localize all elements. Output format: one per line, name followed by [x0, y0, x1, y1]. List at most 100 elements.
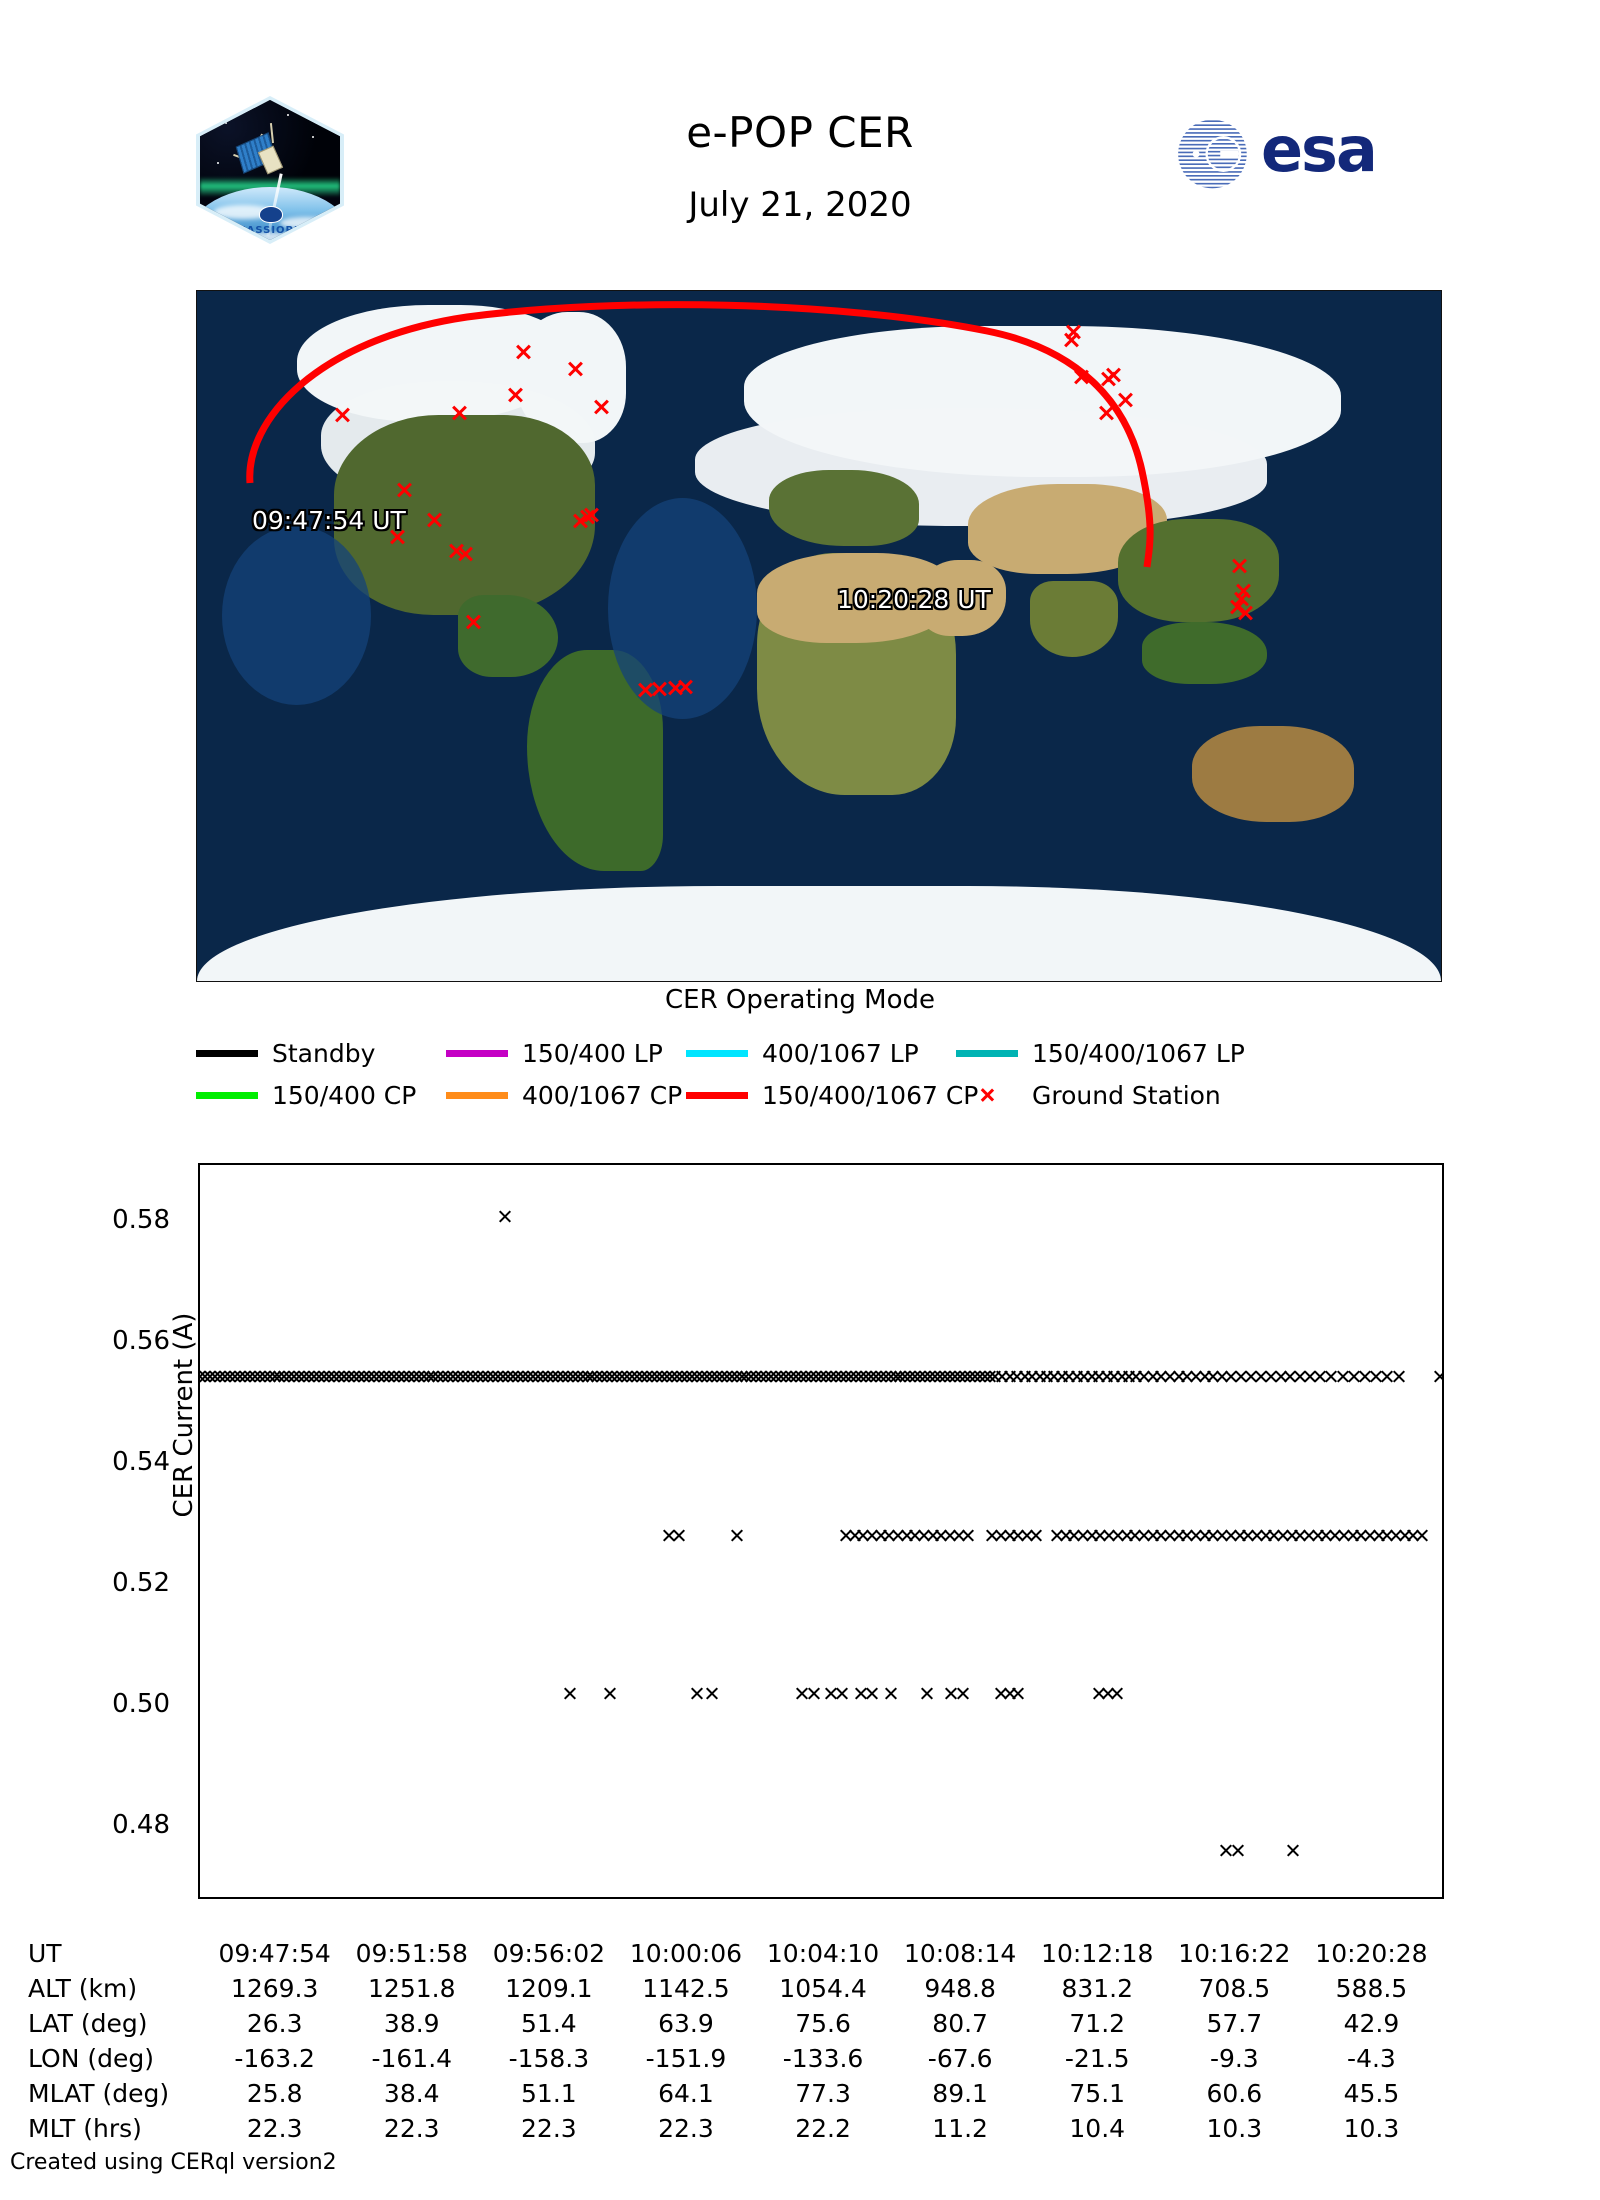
y-axis-minor-tick: [198, 1766, 200, 1768]
ground-station-marker: [1097, 404, 1115, 422]
x-axis-minor-tick: [1053, 1897, 1055, 1899]
table-row: ALT (km) 1269.3 1251.8 1209.1 1142.5 1054.4 94…: [28, 1971, 1440, 2006]
legend-item-label: Standby: [272, 1038, 376, 1068]
map-land-northamerica: [333, 415, 596, 616]
y-axis-major-tick: [198, 1221, 200, 1223]
x-axis-major-tick: [975, 1897, 977, 1899]
data-point: [864, 1686, 879, 1701]
map-land-india: [1030, 580, 1118, 657]
table-cell: -21.5: [1064, 2044, 1130, 2073]
x-axis-minor-tick: [1363, 1897, 1365, 1899]
legend-item[interactable]: 400/1067 LP: [686, 1039, 919, 1068]
ground-station-marker: [1104, 366, 1122, 384]
table-cell: 10.4: [1069, 2114, 1126, 2143]
table-cell: 11.2: [932, 2114, 988, 2143]
table-cell: 22.3: [246, 2114, 303, 2143]
legend-item-label: 150/400/1067 LP: [1032, 1038, 1245, 1068]
world-map-panel[interactable]: 09:47:54 UT 10:20:28 UT: [196, 290, 1442, 982]
legend-item[interactable]: 400/1067 CP: [446, 1081, 682, 1110]
data-point: [1011, 1686, 1026, 1701]
legend-item[interactable]: Standby: [196, 1039, 375, 1068]
y-axis-minor-tick: [198, 1282, 200, 1284]
table-row-label: MLT (hrs): [28, 2114, 142, 2143]
legend-item-label: 150/400/1067 CP: [762, 1080, 979, 1110]
y-axis-minor-tick: [198, 1887, 200, 1889]
legend-x-marker-icon: [956, 1086, 1018, 1104]
mission-logo-caption: CASSIOPE: [238, 225, 302, 236]
ground-station-marker: [578, 508, 596, 526]
ground-station-marker: [1230, 557, 1248, 575]
table-cell: 51.4: [521, 2009, 577, 2038]
table-row-label: MLAT (deg): [28, 2079, 170, 2108]
table-cell: 77.3: [795, 2079, 851, 2108]
table-cell: -163.2: [234, 2044, 315, 2073]
map-end-time-label: 10:20:28 UT: [837, 585, 991, 614]
legend-item[interactable]: 150/400/1067 CP: [686, 1081, 978, 1110]
table-row: MLT (hrs) 22.3 22.3 22.3 22.3 22.2 11.2 10.4 10.…: [28, 2111, 1440, 2146]
data-point: [672, 1528, 687, 1543]
legend-color-swatch: [956, 1049, 1018, 1057]
legend-color-swatch: [196, 1049, 258, 1057]
legend-item[interactable]: 150/400/1067 LP: [956, 1039, 1245, 1068]
x-axis-major-tick: [1131, 1897, 1133, 1899]
y-axis-minor-tick: [198, 1524, 200, 1526]
table-cell: 09:47:54: [218, 1939, 331, 1968]
table-cell: -9.3: [1209, 2044, 1259, 2073]
legend-item[interactable]: 150/400 LP: [446, 1039, 663, 1068]
table-cell: 09:51:58: [355, 1939, 468, 1968]
table-cell: 22.3: [521, 2114, 577, 2143]
ground-station-marker: [1064, 323, 1082, 341]
table-cell: 588.5: [1335, 1974, 1408, 2003]
y-axis-major-tick: [198, 1584, 200, 1586]
ground-station-marker: [464, 613, 482, 631]
y-axis-tick-label: 0.56: [112, 1326, 170, 1357]
table-row: LON (deg) -163.2 -161.4 -158.3 -151.9 -133.6 -…: [28, 2041, 1440, 2076]
data-point: [602, 1686, 617, 1701]
table-cell: 10:16:22: [1178, 1939, 1291, 1968]
table-cell: 25.8: [246, 2079, 303, 2108]
table-cell: 22.3: [383, 2114, 440, 2143]
legend-item[interactable]: 150/400 CP: [196, 1081, 416, 1110]
table-row: LAT (deg) 26.3 38.9 51.4 63.9 75.6 80.7 71.2 57.…: [28, 2006, 1440, 2041]
y-axis-minor-tick: [198, 1403, 200, 1405]
y-axis-tick-label: 0.48: [112, 1810, 170, 1841]
table-cell: 42.9: [1343, 2009, 1400, 2038]
page-title: e-POP CER: [686, 108, 914, 157]
table-cell: -67.6: [927, 2044, 993, 2073]
table-cell: 10:12:18: [1041, 1939, 1154, 1968]
x-axis-major-tick: [199, 1897, 201, 1899]
table-row: UT 09:47:54 09:51:58 09:56:02 10:00:06 10:04:…: [28, 1936, 1440, 1971]
data-point: [1109, 1686, 1124, 1701]
ground-station-marker: [395, 481, 413, 499]
map-land-australia: [1192, 725, 1354, 823]
table-cell: 10:20:28: [1315, 1939, 1428, 1968]
table-row-label: LAT (deg): [28, 2009, 148, 2038]
table-row-label: ALT (km): [28, 1974, 138, 2003]
legend-item-label: 150/400 LP: [522, 1038, 663, 1068]
table-cell: 22.2: [795, 2114, 851, 2143]
legend-item[interactable]: Ground Station: [956, 1081, 1221, 1110]
table-cell: 708.5: [1198, 1974, 1271, 2003]
cassiope-mission-logo-icon: CASSIOPE: [196, 96, 344, 244]
table-cell: 10:08:14: [904, 1939, 1017, 1968]
ground-station-marker: [592, 398, 610, 416]
footer-credit: Created using CERql version2: [10, 2150, 337, 2175]
table-cell: 60.6: [1206, 2079, 1263, 2108]
table-cell: 948.8: [924, 1974, 996, 2003]
table-cell: -161.4: [371, 2044, 453, 2073]
table-cell: 38.4: [383, 2079, 440, 2108]
x-axis-major-tick: [665, 1897, 667, 1899]
table-cell: -133.6: [782, 2044, 864, 2073]
y-axis-major-tick: [198, 1342, 200, 1344]
legend-color-swatch: [446, 1091, 508, 1099]
y-axis-major-tick: [198, 1826, 200, 1828]
esa-globe-icon: [1178, 120, 1247, 189]
ephemeris-table: UT 09:47:54 09:51:58 09:56:02 10:00:06 10:04:…: [28, 1936, 1508, 2146]
cer-current-scatter-plot[interactable]: [198, 1163, 1444, 1899]
table-cell: 10.3: [1343, 2114, 1400, 2143]
table-cell: 10:00:06: [629, 1939, 743, 1968]
data-point: [563, 1686, 578, 1701]
table-cell: -4.3: [1347, 2044, 1396, 2073]
table-cell: -151.9: [645, 2044, 727, 2073]
